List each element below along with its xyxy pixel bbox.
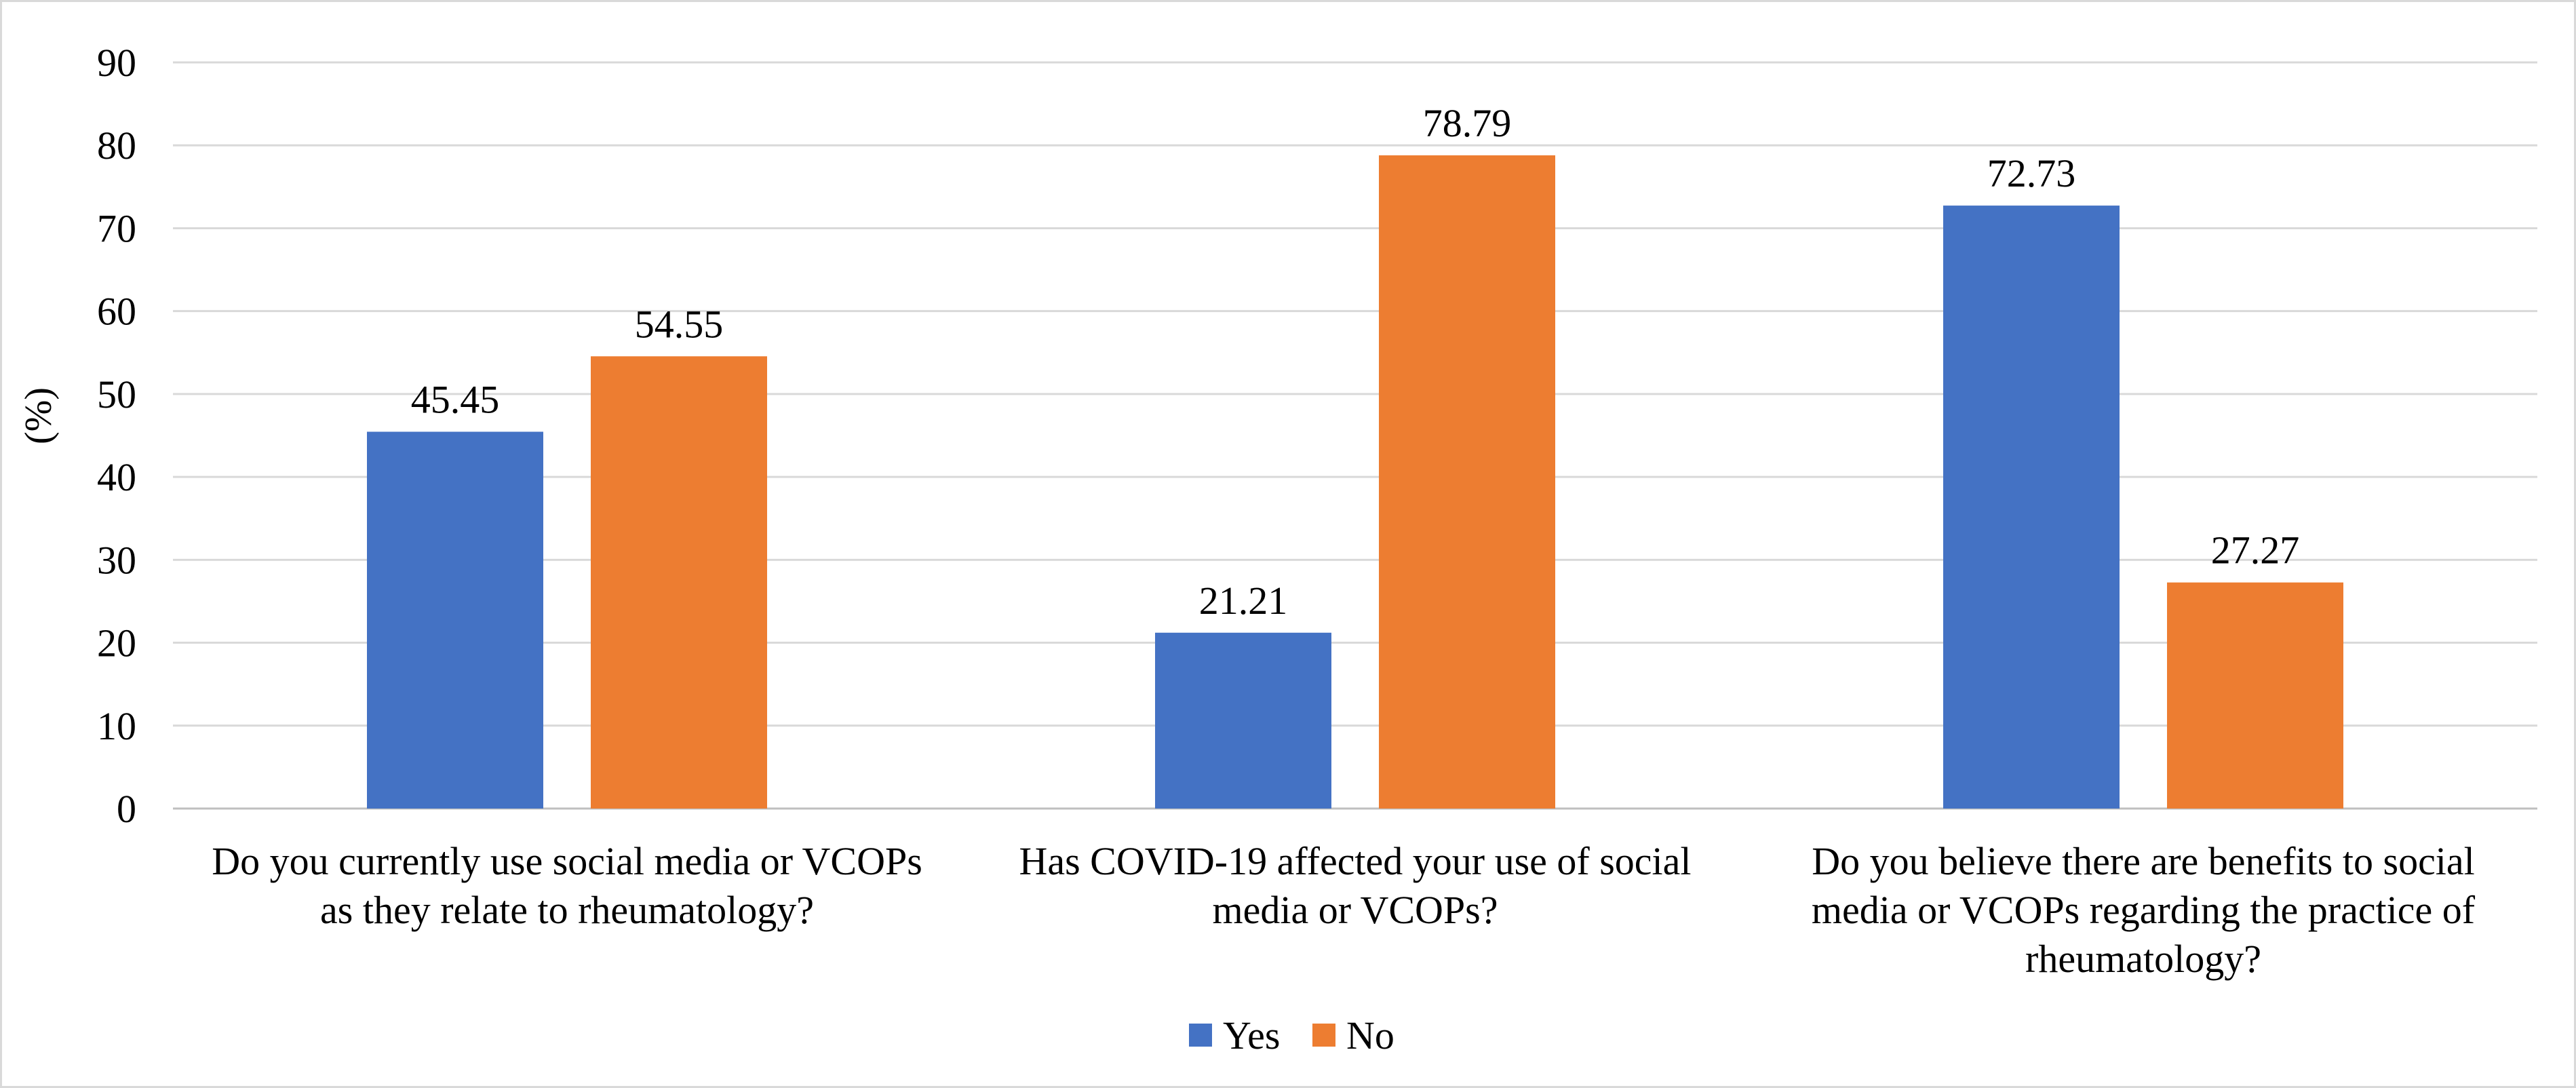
y-tick-label: 40 — [97, 455, 136, 499]
x-axis-categories: Do you currently use social media or VCO… — [212, 839, 2476, 981]
data-label: 78.79 — [1423, 101, 1512, 145]
bar-no — [2167, 582, 2343, 809]
data-labels: 45.45 54.55 21.21 78.79 72.73 27.27 — [411, 101, 2300, 623]
y-tick-label: 50 — [97, 372, 136, 416]
y-tick-label: 10 — [97, 704, 136, 748]
y-tick-label: 90 — [97, 41, 136, 85]
x-category-label: Do you believe there are benefits to soc… — [1812, 839, 2476, 981]
gridlines — [173, 61, 2537, 810]
bar-no — [1379, 155, 1555, 809]
data-label: 54.55 — [635, 302, 724, 346]
bar-yes — [1943, 206, 2120, 809]
legend-label: No — [1346, 1013, 1394, 1057]
bar-yes — [1155, 632, 1331, 809]
y-axis-title: (%) — [18, 387, 60, 444]
data-label: 27.27 — [2211, 528, 2300, 572]
legend-swatch-yes — [1189, 1024, 1212, 1047]
data-label: 45.45 — [411, 378, 500, 422]
y-tick-label: 20 — [97, 621, 136, 665]
y-tick-label: 30 — [97, 538, 136, 582]
legend: Yes No — [1189, 1013, 1394, 1057]
data-label: 72.73 — [1987, 151, 2076, 195]
y-tick-label: 80 — [97, 123, 136, 168]
bar-no — [591, 356, 767, 809]
data-label: 21.21 — [1199, 579, 1288, 623]
y-tick-label: 60 — [97, 290, 136, 334]
legend-item-yes: Yes — [1189, 1013, 1280, 1057]
y-tick-label: 0 — [117, 787, 136, 831]
bars — [367, 155, 2343, 809]
x-category-label: Do you currently use social media or VCO… — [212, 839, 922, 932]
bar-yes — [367, 431, 543, 809]
x-category-label: Has COVID-19 affected your use of social… — [1019, 839, 1691, 932]
y-axis-ticks: 0 10 20 30 40 50 60 70 80 90 — [97, 41, 136, 831]
y-tick-label: 70 — [97, 206, 136, 250]
legend-label: Yes — [1223, 1013, 1280, 1057]
legend-item-no: No — [1312, 1013, 1394, 1057]
legend-swatch-no — [1312, 1024, 1335, 1047]
